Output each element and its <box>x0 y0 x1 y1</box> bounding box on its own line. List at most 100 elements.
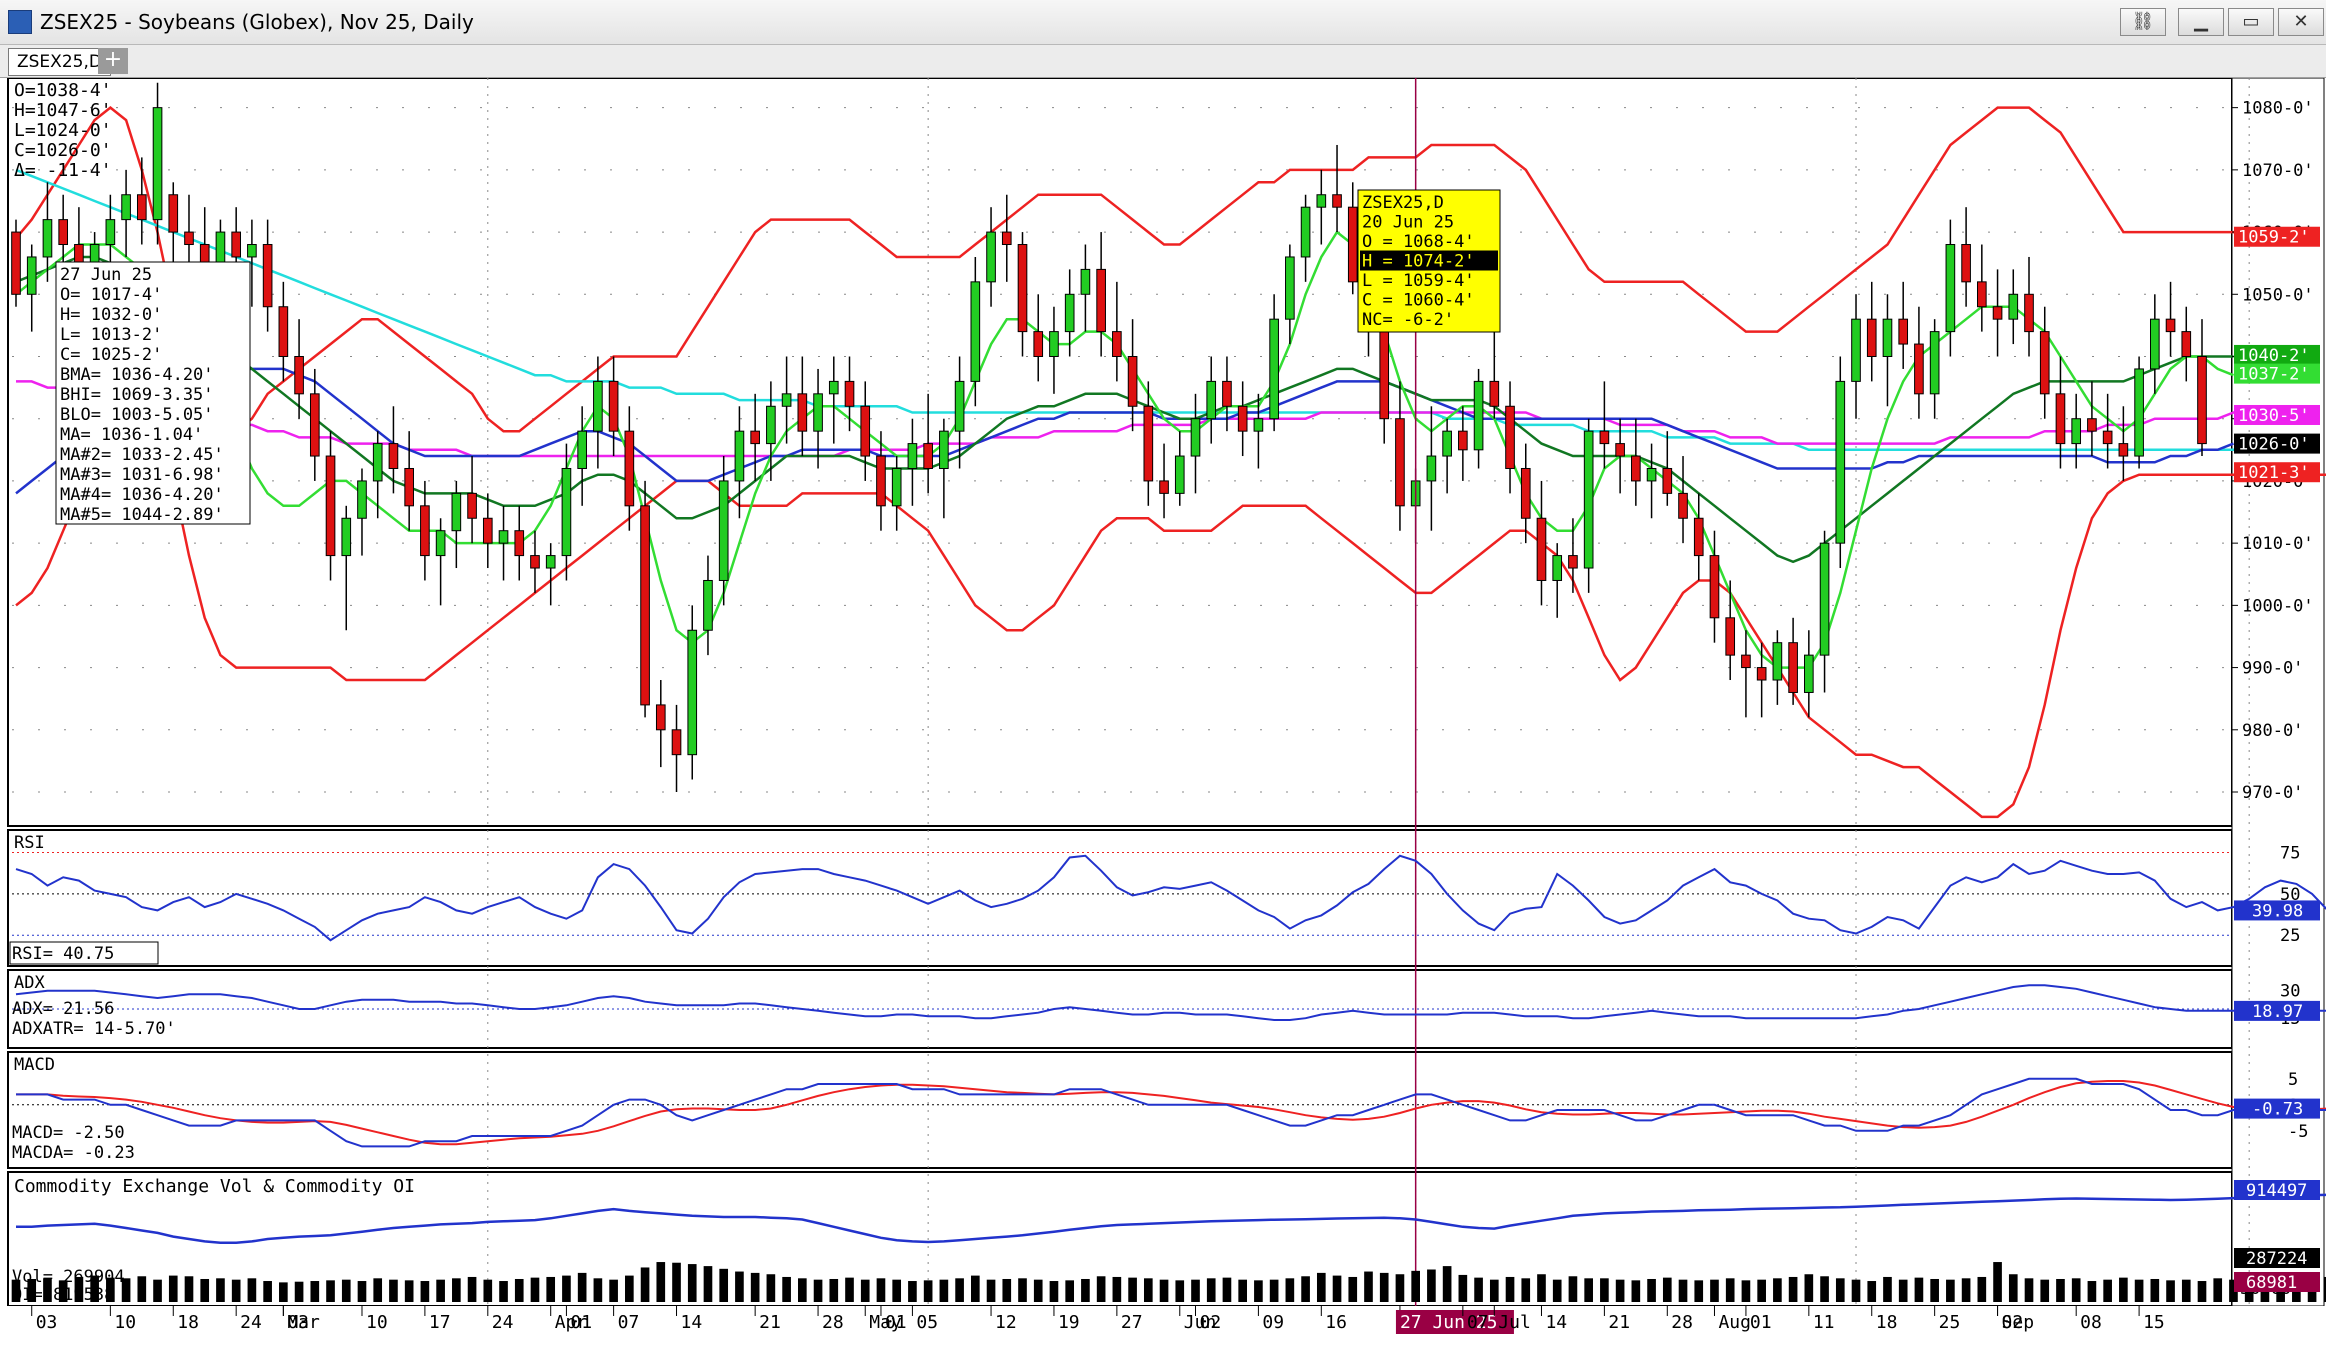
volume-bar <box>1788 1276 1798 1302</box>
price-tag-label: 1037-2' <box>2238 365 2310 385</box>
price-tag-label: 1026-0' <box>2238 435 2310 455</box>
candle-body <box>1866 318 1877 358</box>
candle-body <box>1662 467 1673 494</box>
candle-body <box>58 219 69 246</box>
candle-body <box>121 194 131 221</box>
candle-body <box>1788 642 1798 693</box>
text-overlays: O=1038-4'H=1047-6'L=1024-0'C=1026-0'Δ= -… <box>9 80 1501 1305</box>
add-tab-button[interactable]: + <box>98 48 128 74</box>
volume-bar <box>1710 1279 1719 1302</box>
volume-bar <box>1678 1279 1688 1302</box>
volume-bar <box>1332 1275 1342 1302</box>
maximize-button[interactable]: ▭ <box>2228 8 2274 36</box>
candle-body <box>1473 380 1484 451</box>
candle-body <box>593 380 603 432</box>
price-tag-label: 1040-2' <box>2238 346 2310 366</box>
price-tick-label: 1070-0' <box>2242 161 2314 181</box>
candle-body <box>561 467 572 557</box>
candle-body <box>1206 380 1217 420</box>
macd-tag-bg <box>2234 1098 2320 1119</box>
volume-bar <box>1521 1278 1531 1302</box>
candle-body <box>482 517 493 544</box>
candle-body <box>1583 430 1594 569</box>
candle-body <box>828 380 839 395</box>
candle-body <box>2134 368 2144 457</box>
candle-body <box>766 405 776 445</box>
candle-body <box>1977 281 1987 308</box>
candle-body <box>530 555 540 569</box>
time-label: 27 <box>1121 1312 1143 1333</box>
bollinger-upper-line <box>15 106 2265 433</box>
price-tag-bg <box>2234 344 2320 365</box>
volume-bar <box>1505 1276 1515 1302</box>
candle-body <box>2008 293 2019 320</box>
candle-body <box>939 430 949 469</box>
ma-fast-line <box>15 230 2234 669</box>
volume-bar <box>2134 1279 2144 1302</box>
candle-body <box>152 107 163 221</box>
volume-bar <box>1647 1278 1656 1302</box>
close-button[interactable]: ✕ <box>2278 8 2324 36</box>
time-label: 05 <box>916 1312 938 1333</box>
time-label: 17 <box>429 1312 451 1333</box>
volume-bar <box>247 1278 257 1302</box>
candle-body <box>1190 418 1201 457</box>
candle-body <box>1332 194 1342 208</box>
ma-blue-line <box>15 367 2234 495</box>
candle-body <box>136 194 147 221</box>
time-label: 07 <box>1467 1312 1489 1333</box>
volume-bar <box>1977 1276 1987 1302</box>
price-tag-bg <box>2234 363 2320 384</box>
volume-bar <box>326 1280 335 1302</box>
time-label: 24 <box>240 1312 262 1333</box>
candle-body <box>1709 555 1720 619</box>
candle-body <box>1489 380 1500 407</box>
candle-body <box>435 530 446 557</box>
candle-body <box>168 194 179 233</box>
volume-bar <box>1379 1272 1389 1302</box>
time-label: 21 <box>759 1312 781 1333</box>
candle-body <box>2181 331 2192 358</box>
volume-bar <box>2150 1278 2160 1302</box>
price-tag-label: 1059-2' <box>2238 228 2310 248</box>
volume-bar <box>2323 1276 2326 1302</box>
volume-bar <box>593 1278 603 1302</box>
time-label: 10 <box>114 1312 136 1333</box>
price-axis: 1080-0'1070-0'1060-0'1050-0'1040-0'1030-… <box>2232 99 2320 1299</box>
candle-body <box>1568 555 1578 569</box>
time-label: 03 <box>36 1312 58 1333</box>
chart-area[interactable]: 1080-0'1070-0'1060-0'1050-0'1040-0'1030-… <box>0 78 2326 1346</box>
volume-bar <box>294 1281 304 1302</box>
volume-bar <box>514 1278 524 1302</box>
tooltip-line: O = 1068-4' <box>1362 232 1475 252</box>
link-icon[interactable]: ⛓ <box>2120 8 2166 36</box>
minimize-button[interactable]: ▁ <box>2178 8 2224 36</box>
info-box-line: BMA= 1036-4.20' <box>60 365 214 385</box>
volume-bar <box>404 1280 414 1302</box>
candle-body <box>1458 430 1468 451</box>
volume-tag-label: 287224 <box>2246 1249 2307 1269</box>
volume-bar <box>735 1271 744 1302</box>
ohlc-readout: H=1047-6' <box>14 100 112 121</box>
volume-bar <box>1961 1278 1971 1302</box>
candle-body <box>640 505 650 706</box>
volume-bar <box>2071 1278 2081 1302</box>
volume-bar <box>530 1277 540 1302</box>
candle-body <box>1237 405 1248 432</box>
volume-bar <box>168 1275 178 1302</box>
volume-bar <box>43 1278 52 1302</box>
adxatr-readout: ADXATR= 14-5.70' <box>12 1019 176 1039</box>
adx-panel-title: ADX <box>14 973 45 993</box>
volume-bar <box>2181 1279 2191 1302</box>
volume-bar <box>1081 1278 1090 1302</box>
volume-bar <box>687 1264 697 1302</box>
volume-bar <box>58 1280 68 1302</box>
volume-bar <box>1474 1277 1483 1302</box>
tab-zsex25[interactable]: ZSEX25,D <box>8 48 111 76</box>
time-label: 14 <box>681 1312 703 1333</box>
volume-bar <box>1222 1277 1232 1302</box>
time-label: 10 <box>366 1312 388 1333</box>
candle-body <box>907 443 918 469</box>
candle-body <box>545 555 556 569</box>
adx-axis-label: 30 <box>2280 982 2300 1002</box>
